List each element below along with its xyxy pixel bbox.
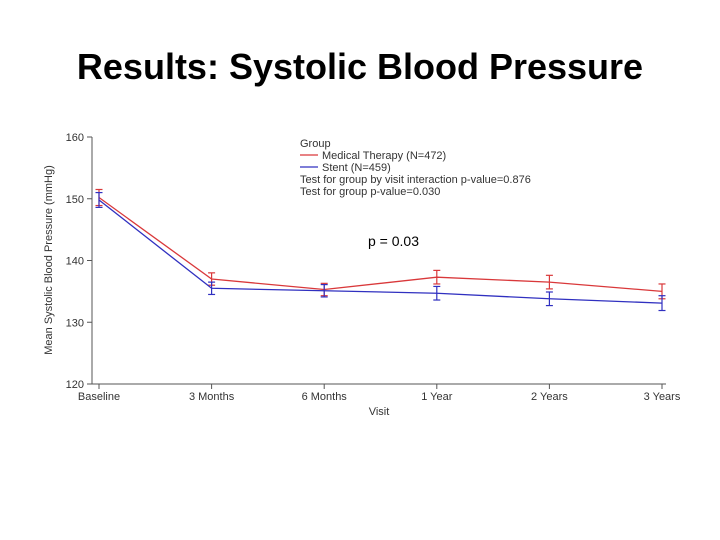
legend-entry: Stent (N=459) <box>322 162 391 174</box>
legend-entry: Medical Therapy (N=472) <box>322 150 446 162</box>
y-axis-label: Mean Systolic Blood Pressure (mmHg) <box>43 165 55 355</box>
x-tick-label: Baseline <box>78 391 120 403</box>
series-line <box>98 196 663 293</box>
y-tick-label: 150 <box>66 194 84 206</box>
x-tick-label: 2 Years <box>531 391 568 403</box>
y-tick-label: 140 <box>66 256 84 268</box>
axes: 120 130 140 150 160 Baseline 3 Months 6 Months 1… <box>66 132 681 403</box>
y-tick-label: 160 <box>66 132 84 144</box>
y-tick-label: 130 <box>66 317 84 329</box>
y-tick-label: 120 <box>66 379 84 391</box>
x-tick-label: 6 Months <box>302 391 348 403</box>
legend-title: Group <box>300 138 331 150</box>
series-2 <box>95 191 666 312</box>
slide-title: Results: Systolic Blood Pressure <box>76 46 644 87</box>
x-tick-label: 3 Years <box>644 391 681 403</box>
x-axis-label: Visit <box>369 406 390 418</box>
series-line <box>98 199 663 304</box>
x-tick-label: 1 Year <box>421 391 453 403</box>
series-layer <box>95 188 666 312</box>
x-tick-label: 3 Months <box>189 391 235 403</box>
p-value-annotation: p = 0.03 <box>368 233 419 249</box>
legend-note: Test for group by visit interaction p-va… <box>300 174 531 186</box>
legend-note: Test for group p-value=0.030 <box>300 186 440 198</box>
